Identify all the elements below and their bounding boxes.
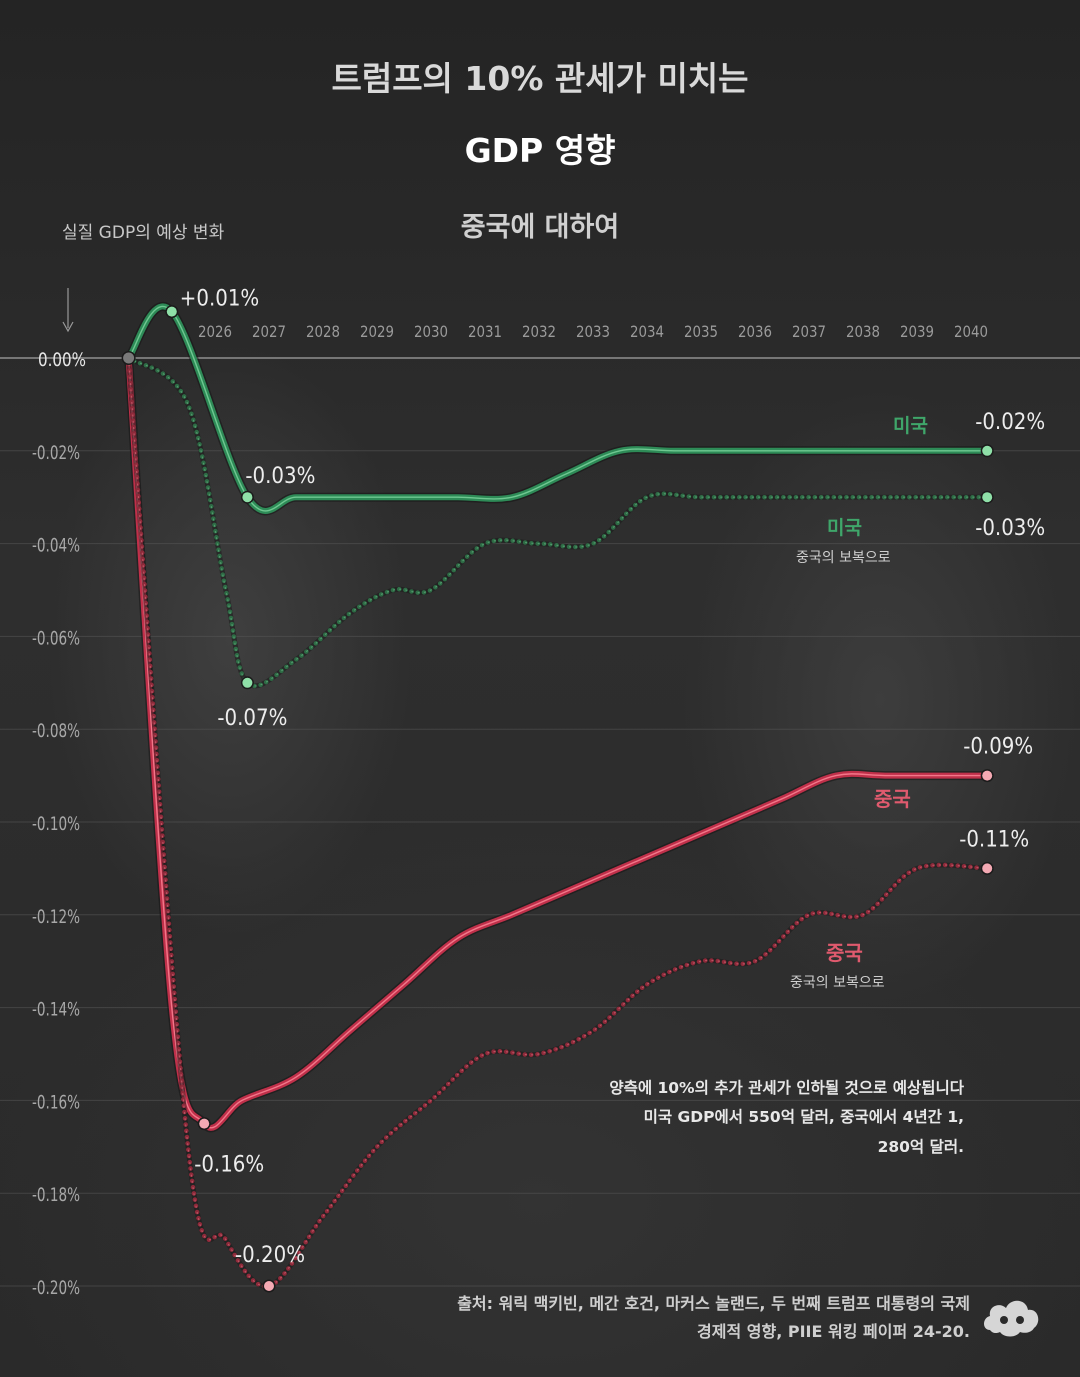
- value-label: -0.16%: [194, 1153, 264, 1178]
- y-tick-label: 0.00%: [38, 349, 86, 371]
- y-tick-label: -0.14%: [32, 999, 80, 1021]
- us-series-name: 미국: [893, 415, 928, 437]
- value-label: -0.20%: [235, 1243, 305, 1268]
- data-point: [242, 492, 253, 503]
- y-tick-label: -0.06%: [32, 627, 80, 649]
- y-tick-label: -0.04%: [32, 535, 80, 557]
- y-axis-label: 실질 GDP의 예상 변화: [62, 223, 225, 243]
- value-label: -0.03%: [975, 516, 1045, 541]
- value-label: -0.07%: [217, 706, 287, 731]
- data-point: [982, 492, 993, 503]
- us-series-name: 미국: [827, 517, 862, 539]
- x-tick-label: 2026: [198, 322, 232, 341]
- note-line-3: 280억 달러.: [877, 1138, 964, 1156]
- x-tick-label: 2038: [846, 322, 880, 341]
- x-tick-label: 2039: [900, 322, 934, 341]
- value-label: -0.02%: [975, 410, 1045, 435]
- x-tick-label: 2028: [306, 322, 340, 341]
- data-point: [166, 306, 177, 317]
- note-line-1: 양측에 10%의 추가 관세가 인하될 것으로 예상됩니다: [609, 1079, 964, 1097]
- series-subtitle: 중국의 보복으로: [796, 550, 891, 566]
- y-tick-label: -0.20%: [32, 1277, 80, 1299]
- note-line-2: 미국 GDP에서 550억 달러, 중국에서 4년간 1,: [643, 1108, 964, 1126]
- y-tick-label: -0.10%: [32, 813, 80, 835]
- y-tick-label: -0.18%: [32, 1184, 80, 1206]
- x-tick-label: 2030: [414, 322, 448, 341]
- x-tick-label: 2035: [684, 322, 718, 341]
- china-series-name: 중국: [826, 941, 863, 965]
- series-dotted-highlight: [128, 357, 988, 687]
- data-point: [242, 677, 253, 688]
- data-point: [264, 1281, 274, 1291]
- y-tick-label: -0.02%: [32, 442, 80, 464]
- data-point: [199, 1118, 210, 1129]
- data-point: [982, 770, 993, 781]
- x-tick-label: 2027: [252, 322, 286, 341]
- x-tick-label: 2033: [576, 322, 610, 341]
- cloud-logo-icon: [984, 1300, 1039, 1337]
- origin-point: [123, 352, 135, 364]
- value-label: +0.01%: [180, 287, 259, 312]
- x-tick-label: 2031: [468, 322, 502, 341]
- y-tick-label: -0.16%: [32, 1091, 80, 1113]
- x-tick-label: 2040: [954, 322, 988, 341]
- china-series-name: 중국: [874, 787, 911, 811]
- data-point: [982, 863, 993, 874]
- y-tick-label: -0.12%: [32, 906, 80, 928]
- x-tick-label: 2034: [630, 322, 664, 341]
- series-subtitle: 중국의 보복으로: [790, 975, 885, 991]
- axis-arrow-head: [62, 321, 74, 333]
- data-point: [982, 445, 993, 456]
- x-tick-label: 2029: [360, 322, 394, 341]
- value-label: -0.03%: [245, 464, 315, 489]
- source-line-2: 경제적 영향, PIIE 워킹 페이퍼 24-20.: [697, 1322, 970, 1341]
- source-line-1: 출처: 워릭 맥키빈, 메간 호건, 마커스 놀랜드, 두 번째 트럼프 대통령…: [457, 1294, 970, 1313]
- value-label: -0.09%: [963, 735, 1033, 760]
- chart-title-line2: GDP 영향: [464, 131, 616, 170]
- china-retaliation-line: [126, 355, 990, 1289]
- x-tick-label: 2032: [522, 322, 556, 341]
- y-tick-label: -0.08%: [32, 720, 80, 742]
- chart-subtitle: 중국에 대하여: [460, 212, 620, 243]
- x-tick-label: 2036: [738, 322, 772, 341]
- value-label: -0.11%: [959, 827, 1029, 852]
- x-tick-label: 2037: [792, 322, 826, 341]
- chart-title-line1: 트럼프의 10% 관세가 미치는: [331, 59, 749, 98]
